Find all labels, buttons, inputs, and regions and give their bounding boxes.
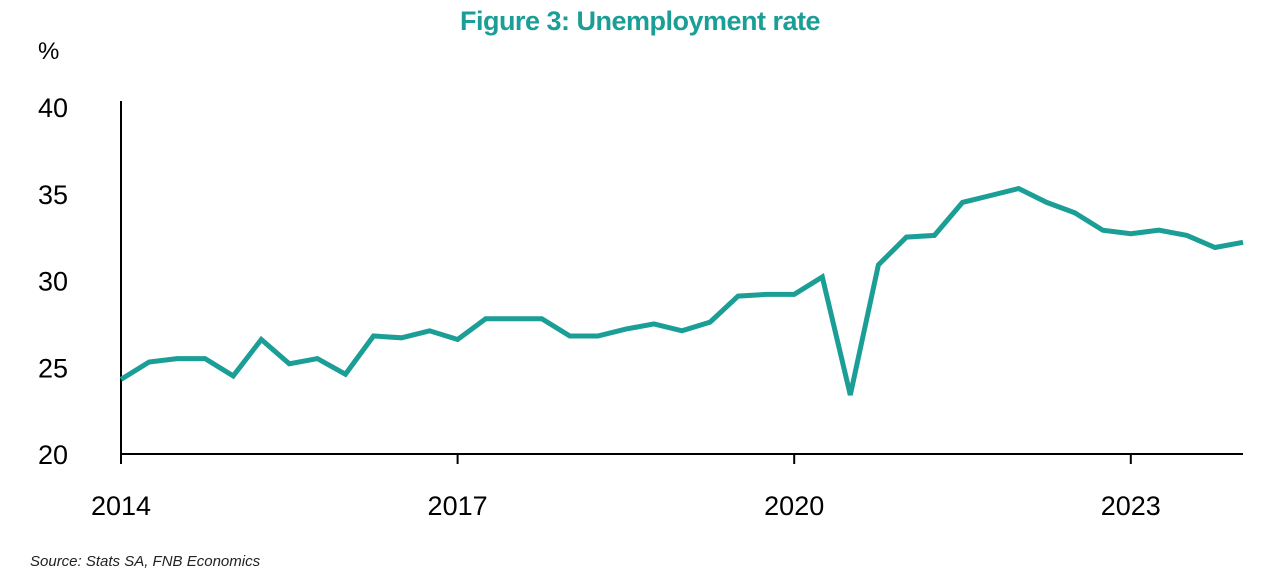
x-tick-label: 2020	[764, 491, 824, 521]
y-tick-label: 35	[38, 180, 68, 210]
x-tick-label: 2023	[1101, 491, 1161, 521]
x-tick-label: 2017	[428, 491, 488, 521]
x-tick-label: 2014	[91, 491, 151, 521]
chart-title: Figure 3: Unemployment rate	[459, 6, 821, 36]
y-axis-unit-label: %	[38, 38, 60, 65]
x-axis-ticks: 2014 2017 2020 2023	[91, 454, 1161, 521]
y-tick-label: 40	[38, 93, 68, 123]
unemployment-rate-line	[119, 185, 1244, 396]
series-group	[119, 185, 1244, 396]
y-axis-ticks: 20 25 30 35 40	[38, 93, 68, 470]
y-tick-label: 20	[38, 440, 68, 470]
axes	[120, 101, 1243, 455]
source-note: Source: Stats SA, FNB Economics	[30, 553, 261, 570]
y-tick-label: 30	[38, 267, 68, 297]
y-tick-label: 25	[38, 353, 68, 383]
